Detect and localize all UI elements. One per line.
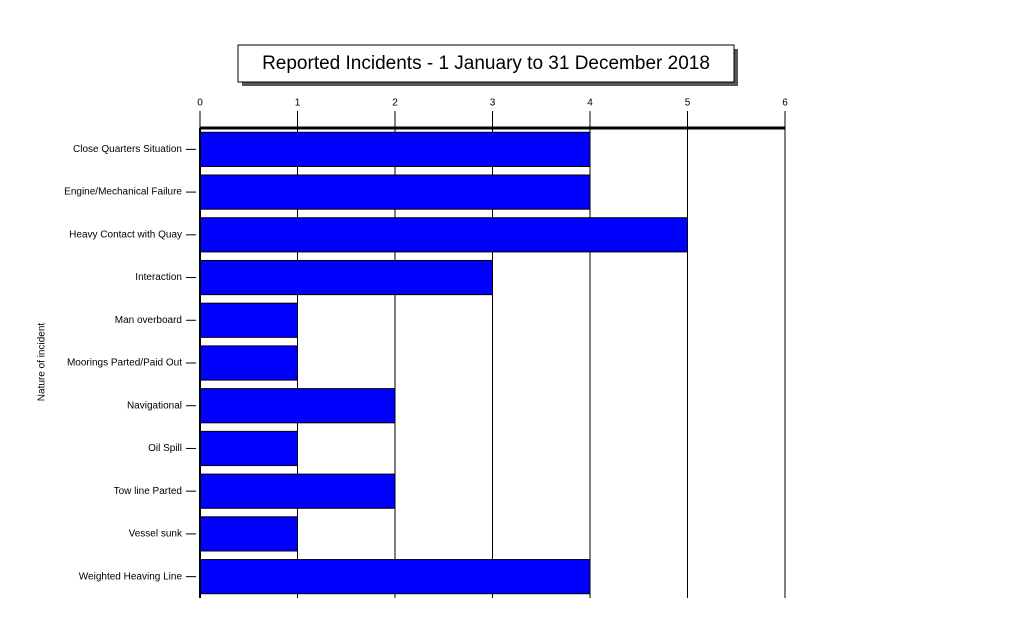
y-tick-label: Oil Spill [148, 443, 182, 454]
bar [199, 345, 298, 381]
bar [199, 559, 591, 595]
x-tick-label: 0 [197, 98, 203, 109]
y-tick-label: Moorings Parted/Paid Out [67, 358, 182, 369]
x-tick-label: 5 [685, 98, 691, 109]
title-box [237, 44, 735, 83]
x-tick-label: 2 [392, 98, 398, 109]
x-tick-label: 6 [782, 98, 788, 109]
y-tick-label: Man overboard [115, 315, 182, 326]
chart-title: Reported Incidents - 1 January to 31 Dec… [262, 53, 710, 74]
bar [199, 302, 298, 338]
x-tick-label: 4 [587, 98, 593, 109]
bar [199, 174, 591, 210]
y-axis-label: Nature of incident [37, 323, 48, 402]
y-tick-label: Engine/Mechanical Failure [64, 187, 182, 198]
bar [199, 430, 298, 467]
y-tick-label: Close Quarters Situation [73, 144, 182, 155]
bar [199, 131, 591, 167]
y-tick-label: Tow line Parted [114, 486, 182, 497]
y-tick-label: Vessel sunk [129, 529, 183, 540]
bar [199, 217, 688, 253]
x-tick-label: 3 [490, 98, 496, 109]
y-tick-label: Weighted Heaving Line [79, 571, 183, 582]
x-tick-label: 1 [295, 98, 301, 109]
bar [199, 473, 396, 509]
y-tick-label: Navigational [127, 400, 182, 411]
bar [199, 516, 298, 552]
y-tick-label: Interaction [135, 272, 182, 283]
bar [199, 388, 396, 424]
bar [199, 259, 493, 296]
y-tick-label: Heavy Contact with Quay [69, 229, 182, 240]
